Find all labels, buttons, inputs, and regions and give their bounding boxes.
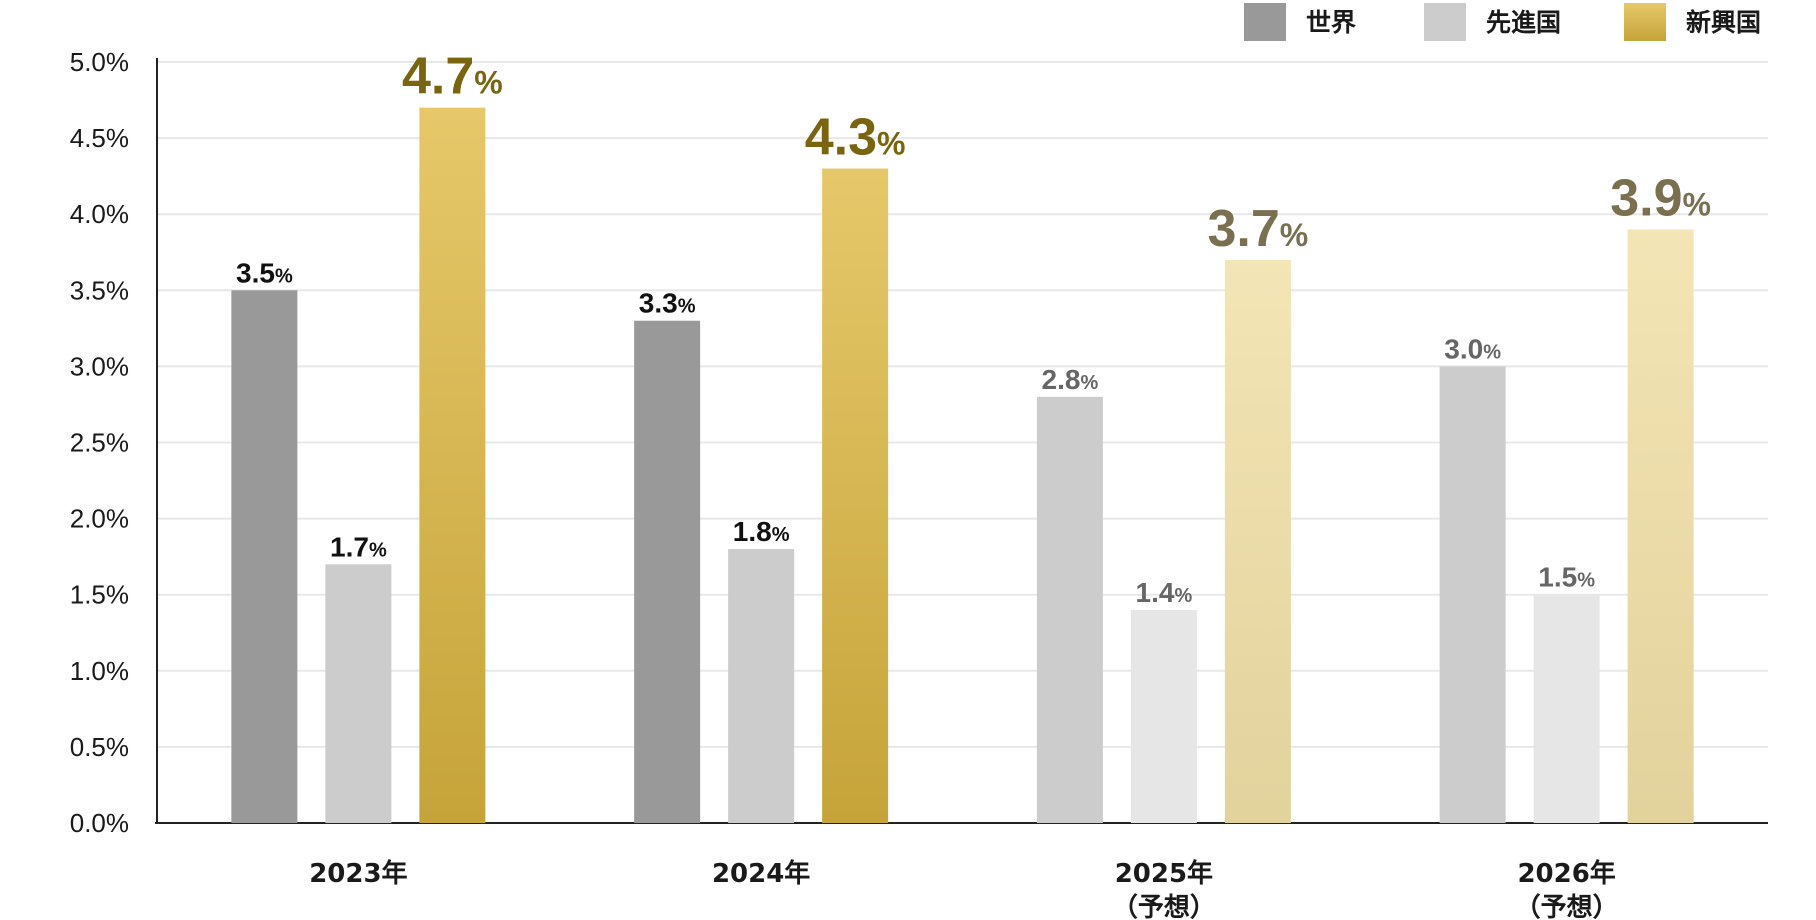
x-tick-label: 2023年 — [309, 858, 407, 889]
legend: 世界 先進国 新興国 — [1244, 3, 1761, 41]
x-axis: 2023年 2024年 2025年 （予想） 2026年 （予想） — [309, 858, 1618, 920]
bar-emerging — [822, 168, 889, 824]
bar-world — [1036, 396, 1103, 823]
y-tick-label: 1.5% — [70, 580, 129, 610]
x-tick-label: （予想） — [1112, 893, 1216, 920]
data-label: 3.7% — [1208, 200, 1309, 258]
bar-world — [634, 320, 701, 823]
bar-world — [231, 290, 298, 823]
x-tick-label: 2025年 — [1115, 858, 1213, 889]
y-tick-label: 1.0% — [70, 656, 129, 686]
legend-label: 世界 — [1306, 8, 1356, 37]
bars — [231, 107, 1694, 824]
x-tick-label: 2024年 — [712, 858, 810, 889]
bar-advanced — [325, 564, 392, 823]
data-label: 1.4% — [1136, 577, 1193, 608]
legend-label: 先進国 — [1486, 8, 1561, 37]
gridlines — [157, 61, 1768, 748]
bar-world — [1439, 366, 1506, 823]
data-label: 3.5% — [236, 257, 293, 288]
data-labels: 3.5% 1.7% 4.7% 3.3% 1.8% 4.3% 2.8% 1.4% 3.7% 3.0%… — [236, 48, 1711, 608]
y-tick-label: 4.0% — [70, 199, 129, 229]
data-label: 3.0% — [1444, 333, 1501, 364]
bar-emerging — [1224, 259, 1291, 823]
data-label: 3.3% — [639, 288, 696, 319]
legend-swatch — [1244, 3, 1286, 41]
y-tick-label: 5.0% — [70, 47, 129, 77]
legend-swatch — [1424, 3, 1466, 41]
y-tick-label: 0.5% — [70, 732, 129, 762]
y-tick-label: 0.0% — [70, 808, 129, 838]
legend-label: 新興国 — [1686, 8, 1761, 37]
x-tick-label: （予想） — [1515, 893, 1619, 920]
legend-swatch — [1624, 3, 1666, 41]
data-label: 4.7% — [402, 48, 503, 106]
x-tick-label: 2026年 — [1517, 858, 1615, 889]
data-label: 1.5% — [1538, 562, 1595, 593]
y-tick-label: 3.0% — [70, 351, 129, 381]
bar-advanced — [1130, 609, 1197, 823]
data-label: 3.9% — [1610, 169, 1711, 227]
bar-emerging — [419, 107, 486, 823]
y-tick-label: 2.5% — [70, 428, 129, 458]
y-tick-label: 3.5% — [70, 275, 129, 305]
data-label: 1.8% — [733, 516, 790, 547]
y-tick-label: 2.0% — [70, 504, 129, 534]
bar-advanced — [728, 549, 795, 823]
bar-emerging — [1627, 229, 1694, 824]
data-label: 1.7% — [330, 531, 387, 562]
y-tick-label: 4.5% — [70, 123, 129, 153]
data-label: 2.8% — [1042, 364, 1099, 395]
data-label: 4.3% — [805, 109, 906, 167]
bar-advanced — [1533, 594, 1600, 823]
